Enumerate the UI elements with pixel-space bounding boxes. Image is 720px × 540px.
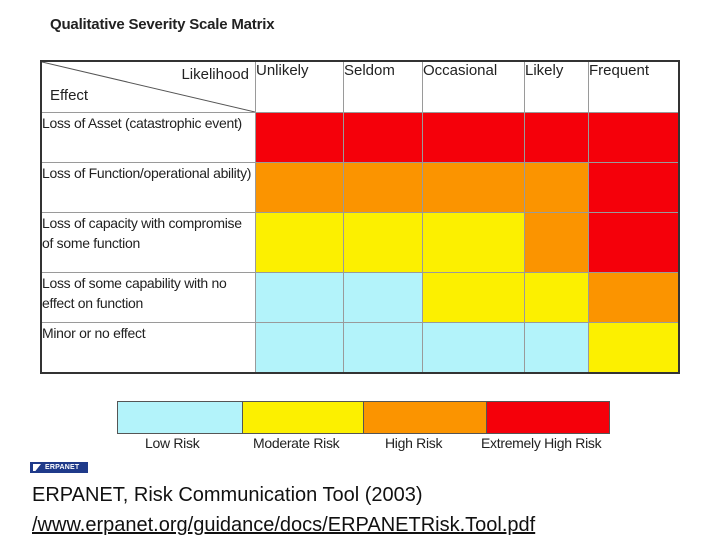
column-header-frequent: Frequent — [588, 60, 679, 113]
matrix-cell — [588, 112, 679, 163]
legend-label: High Risk — [385, 435, 443, 451]
corner-diagonal-line — [42, 62, 255, 112]
matrix-cell — [588, 322, 679, 373]
row-header: Minor or no effect — [40, 322, 256, 373]
matrix-cell — [343, 322, 423, 373]
legend-label: Low Risk — [145, 435, 200, 451]
matrix-cell — [343, 162, 423, 213]
matrix-cell — [524, 112, 589, 163]
matrix-cell — [524, 162, 589, 213]
matrix-corner: Likelihood Effect — [40, 60, 256, 113]
matrix-cell — [422, 162, 525, 213]
matrix-cell — [422, 272, 525, 323]
legend-swatch — [118, 402, 243, 433]
legend-swatch — [243, 402, 364, 433]
logo-mark-icon — [33, 464, 41, 471]
erpanet-logo: ERPANET — [30, 462, 88, 473]
matrix-cell — [588, 212, 679, 273]
matrix-cell — [422, 322, 525, 373]
matrix-cell — [524, 322, 589, 373]
severity-matrix: Likelihood Effect Unlikely Seldom Occasi… — [40, 60, 680, 374]
matrix-cell — [255, 272, 344, 323]
column-header-occasional: Occasional — [422, 60, 525, 113]
row-header: Loss of Function/operational ability) — [40, 162, 256, 213]
matrix-cell — [422, 112, 525, 163]
matrix-row: Minor or no effect — [40, 322, 679, 373]
matrix-row: Loss of capacity with compromise of some… — [40, 212, 679, 273]
legend-swatch — [364, 402, 487, 433]
row-header: Loss of some capability with no effect o… — [40, 272, 256, 323]
likelihood-axis-label: Likelihood — [181, 66, 249, 83]
column-header-likely: Likely — [524, 60, 589, 113]
row-header: Loss of capacity with compromise of some… — [40, 212, 256, 273]
matrix-row: Loss of Asset (catastrophic event) — [40, 112, 679, 163]
matrix-cell — [343, 272, 423, 323]
matrix-row: Loss of Function/operational ability) — [40, 162, 679, 213]
matrix-cell — [524, 212, 589, 273]
source-url-link[interactable]: /www.erpanet.org/guidance/docs/ERPANETRi… — [32, 514, 536, 536]
matrix-row: Loss of some capability with no effect o… — [40, 272, 679, 323]
matrix-cell — [255, 212, 344, 273]
legend-label: Moderate Risk — [253, 435, 340, 451]
row-header: Loss of Asset (catastrophic event) — [40, 112, 256, 163]
column-header-seldom: Seldom — [343, 60, 423, 113]
legend-swatch — [487, 402, 609, 433]
source-citation: ERPANET, Risk Communication Tool (2003) — [32, 484, 423, 506]
matrix-cell — [588, 162, 679, 213]
matrix-cell — [343, 112, 423, 163]
legend-label: Extremely High Risk — [481, 435, 602, 451]
column-header-unlikely: Unlikely — [255, 60, 344, 113]
matrix-cell — [422, 212, 525, 273]
matrix-cell — [255, 162, 344, 213]
matrix-cell — [255, 112, 344, 163]
matrix-cell — [343, 212, 423, 273]
matrix-cell — [588, 272, 679, 323]
chart-title: Qualitative Severity Scale Matrix — [50, 16, 275, 33]
risk-legend — [117, 401, 610, 434]
matrix-cell — [255, 322, 344, 373]
matrix-cell — [524, 272, 589, 323]
effect-axis-label: Effect — [50, 87, 89, 104]
logo-text: ERPANET — [45, 464, 80, 471]
